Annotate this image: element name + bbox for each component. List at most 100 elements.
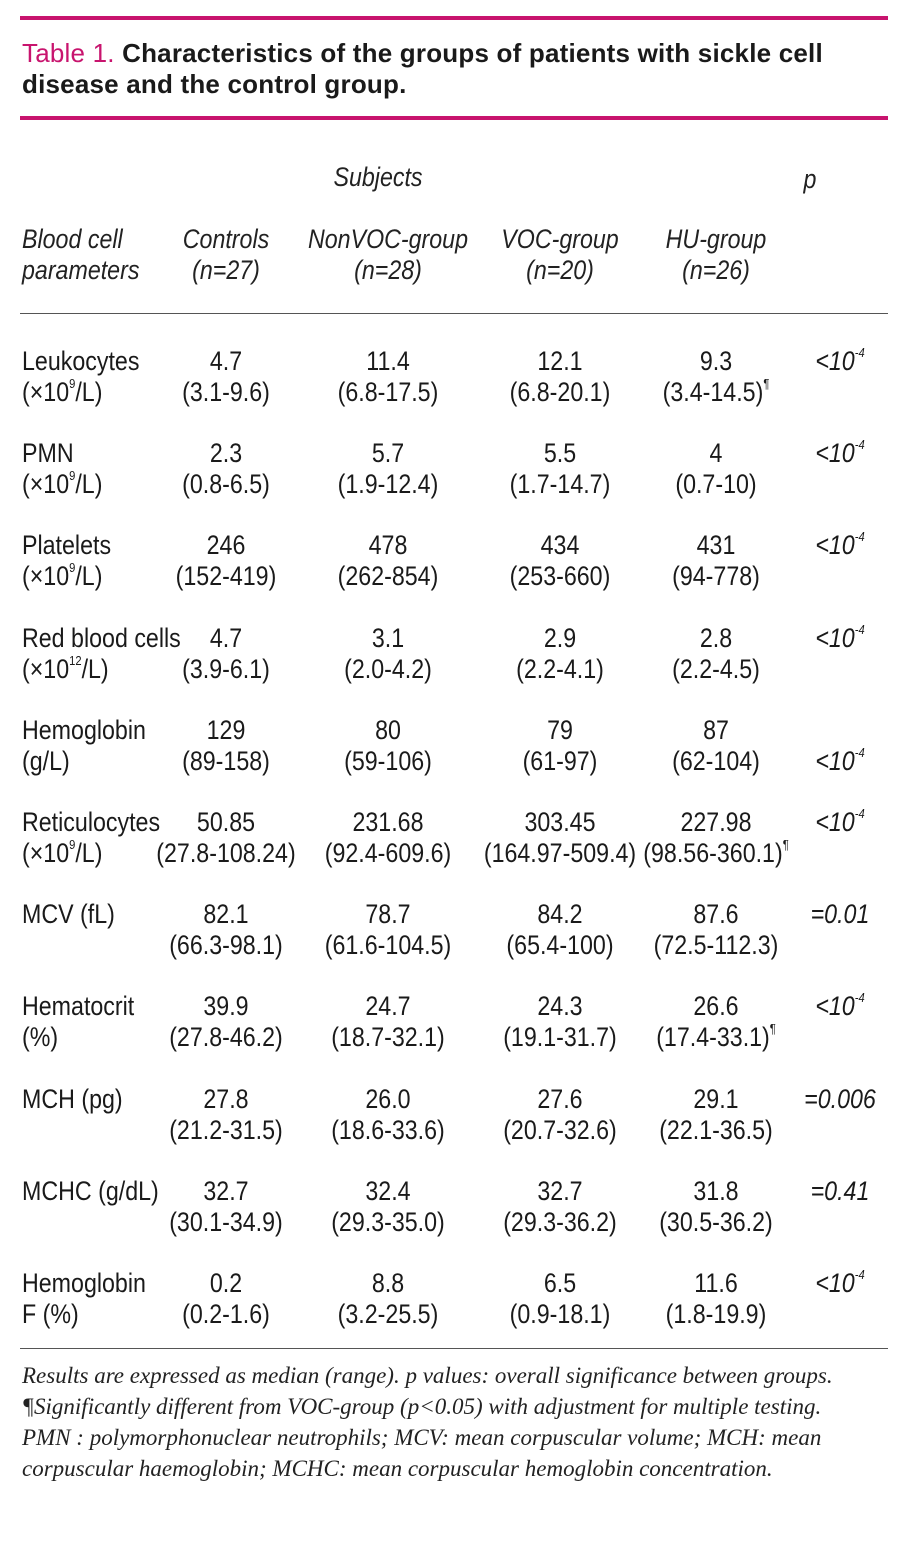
p-header: p <box>803 164 817 194</box>
cell-median: 2.3 <box>209 438 243 469</box>
row-param-name: Red blood cells <box>22 622 181 653</box>
cell-range: (6.8-20.1) <box>509 377 611 407</box>
p-exponent: -4 <box>854 529 865 545</box>
cell-median: 4 <box>709 438 723 469</box>
cell-range: (62-104) <box>672 745 760 776</box>
cell-range: (30.1-34.9) <box>169 1206 283 1237</box>
cell-median: 11.4 <box>366 346 410 376</box>
row-param-unit: (×109/L) <box>22 560 103 592</box>
cell-median: 5.7 <box>371 438 405 469</box>
cell-range: (1.9-12.4) <box>337 469 439 500</box>
significance-mark: ¶ <box>763 376 770 391</box>
unit-exponent: 9 <box>69 560 76 576</box>
cell-range: (17.4-33.1)¶ <box>656 1021 776 1053</box>
unit-exponent: 9 <box>69 837 76 852</box>
cell-range: (22.1-36.5) <box>659 1114 773 1145</box>
cell-range: (262-854) <box>337 561 439 592</box>
table-title: Characteristics of the groups of patient… <box>22 38 823 99</box>
p-exponent: -4 <box>854 621 865 637</box>
row-p-value: <10-4 <box>815 529 865 561</box>
column-header-n: (n=28) <box>354 255 422 285</box>
cell-median: 87 <box>703 714 729 745</box>
bottom-rule <box>20 1348 888 1349</box>
cell-range: (2.2-4.5) <box>672 653 760 684</box>
cell-range: (2.2-4.1) <box>516 653 604 684</box>
cell-median: 431 <box>696 530 736 561</box>
row-p-value: <10-4 <box>815 437 865 469</box>
cell-median: 29.1 <box>693 1083 739 1114</box>
cell-range: (18.6-33.6) <box>331 1114 445 1145</box>
column-header-n: (n=27) <box>192 255 260 285</box>
cell-median: 32.7 <box>203 1175 249 1206</box>
cell-median: 82.1 <box>203 899 249 930</box>
cell-median: 434 <box>540 530 580 561</box>
cell-median: 8.8 <box>371 1268 405 1298</box>
column-header-name: HU-group <box>665 224 767 254</box>
cell-range: (29.3-36.2) <box>503 1206 617 1237</box>
row-param-name: Reticulocytes <box>22 807 161 837</box>
cell-range: (89-158) <box>182 745 270 776</box>
cell-range: (6.8-17.5) <box>337 377 439 407</box>
cell-median: 24.7 <box>365 991 411 1022</box>
cell-range: (164.97-509.4) <box>483 838 637 868</box>
header-rule <box>20 313 888 314</box>
subjects-header: Subjects <box>333 162 423 192</box>
unit-exponent: 12 <box>69 652 82 668</box>
cell-median: 79 <box>547 714 573 745</box>
column-header-n: (n=20) <box>526 255 594 285</box>
cell-range: (59-106) <box>344 745 432 776</box>
top-rule <box>20 16 888 20</box>
cell-range: (3.9-6.1) <box>182 653 270 684</box>
cell-range: (3.4-14.5)¶ <box>662 376 770 408</box>
row-p-value: =0.41 <box>810 1175 870 1206</box>
cell-range: (29.3-35.0) <box>331 1206 445 1237</box>
cell-median: 26.6 <box>693 991 739 1022</box>
column-header-name: NonVOC-group <box>307 224 469 254</box>
cell-range: (18.7-32.1) <box>331 1022 445 1053</box>
cell-median: 50.85 <box>196 807 256 837</box>
row-param-name: MCV (fL) <box>22 899 115 930</box>
cell-range: (3.1-9.6) <box>182 377 270 407</box>
row-param-unit: (×109/L) <box>22 468 103 500</box>
cell-range: (61-97) <box>522 745 598 776</box>
cell-median: 80 <box>375 714 401 745</box>
cell-median: 4.7 <box>209 346 243 376</box>
cell-range: (0.9-18.1) <box>509 1299 611 1329</box>
row-p-value: <10-4 <box>815 621 865 653</box>
row-param-unit: (%) <box>22 1022 59 1053</box>
column-header-n: (n=26) <box>682 255 750 285</box>
cell-median: 303.45 <box>524 807 596 837</box>
row-param-name: Platelets <box>22 530 112 561</box>
cell-range: (0.2-1.6) <box>182 1299 270 1329</box>
cell-median: 9.3 <box>699 346 733 376</box>
row-param-name: Leukocytes <box>22 346 140 376</box>
cell-median: 78.7 <box>365 899 411 930</box>
cell-median: 32.7 <box>537 1175 583 1206</box>
row-param-unit: (g/L) <box>22 745 70 776</box>
cell-range: (98.56-360.1)¶ <box>643 837 789 869</box>
row-p-value: <10-4 <box>815 1267 865 1299</box>
cell-median: 27.6 <box>537 1083 583 1114</box>
cell-range: (2.0-4.2) <box>344 653 432 684</box>
cell-range: (66.3-98.1) <box>169 930 283 961</box>
cell-range: (65.4-100) <box>506 930 614 961</box>
param-header-line1: Blood cell <box>22 224 123 254</box>
cell-median: 478 <box>368 530 408 561</box>
row-param-name: Hemoglobin <box>22 714 146 745</box>
param-header-line2: parameters <box>22 255 140 285</box>
cell-range: (1.8-19.9) <box>665 1299 767 1329</box>
footnote: Results are expressed as median (range).… <box>22 1363 833 1481</box>
p-exponent: -4 <box>854 806 865 821</box>
row-param-unit: (×109/L) <box>22 837 103 869</box>
p-exponent: -4 <box>854 990 865 1006</box>
cell-median: 87.6 <box>693 899 739 930</box>
cell-range: (152-419) <box>175 561 277 592</box>
row-p-value: <10-4 <box>815 990 865 1022</box>
p-exponent: -4 <box>854 437 865 453</box>
cell-median: 24.3 <box>537 991 583 1022</box>
row-p-value: <10-4 <box>815 744 865 776</box>
row-param-name: MCHC (g/dL) <box>22 1175 159 1206</box>
cell-range: (1.7-14.7) <box>509 469 611 500</box>
p-exponent: -4 <box>854 1267 865 1282</box>
significance-mark: ¶ <box>782 837 789 852</box>
